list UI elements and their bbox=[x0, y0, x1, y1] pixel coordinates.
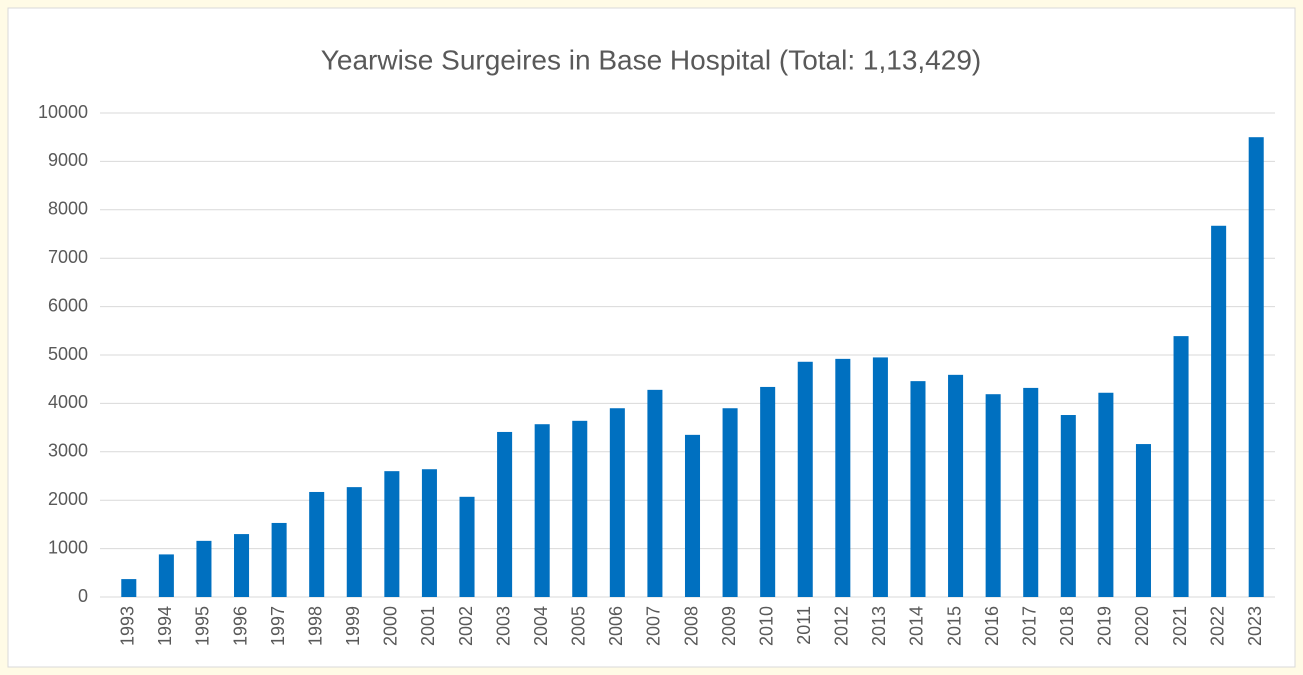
x-tick-label: 2021 bbox=[1170, 606, 1190, 646]
x-tick-label: 2009 bbox=[719, 606, 739, 646]
x-tick-label: 2017 bbox=[1019, 606, 1039, 646]
bar bbox=[1098, 392, 1114, 597]
bar bbox=[609, 408, 625, 597]
bar bbox=[534, 424, 550, 597]
y-tick-label: 4000 bbox=[48, 392, 88, 412]
bar bbox=[497, 431, 513, 597]
bar bbox=[647, 389, 663, 597]
x-tick-label: 2006 bbox=[606, 606, 626, 646]
bar bbox=[346, 487, 362, 597]
bar bbox=[1023, 387, 1039, 597]
x-tick-label: 1999 bbox=[343, 606, 363, 646]
x-tick-label: 2010 bbox=[756, 606, 776, 646]
x-tick-label: 1998 bbox=[305, 606, 325, 646]
y-tick-label: 8000 bbox=[48, 199, 88, 219]
x-tick-label: 2003 bbox=[493, 606, 513, 646]
y-tick-label: 1000 bbox=[48, 537, 88, 557]
bar bbox=[121, 579, 137, 597]
x-tick-label: 2019 bbox=[1095, 606, 1115, 646]
x-tick-label: 2022 bbox=[1207, 606, 1227, 646]
y-tick-label: 2000 bbox=[48, 489, 88, 509]
x-tick-label: 2005 bbox=[569, 606, 589, 646]
bar bbox=[835, 358, 851, 597]
bar bbox=[421, 469, 437, 597]
bar bbox=[158, 554, 174, 597]
x-tick-label: 1997 bbox=[268, 606, 288, 646]
x-tick-label: 1993 bbox=[118, 606, 138, 646]
x-tick-label: 2000 bbox=[381, 606, 401, 646]
x-tick-label: 2016 bbox=[982, 606, 1002, 646]
x-tick-label: 2023 bbox=[1245, 606, 1265, 646]
x-tick-label: 2002 bbox=[456, 606, 476, 646]
x-tick-label: 2012 bbox=[832, 606, 852, 646]
bar bbox=[384, 471, 400, 597]
bar bbox=[872, 357, 888, 597]
x-tick-label: 2020 bbox=[1132, 606, 1152, 646]
bar bbox=[309, 491, 325, 597]
bar bbox=[760, 386, 776, 597]
x-tick-label: 1996 bbox=[230, 606, 250, 646]
bar bbox=[985, 394, 1001, 597]
bar bbox=[797, 361, 813, 597]
bar bbox=[1135, 444, 1151, 597]
x-tick-label: 2014 bbox=[907, 606, 927, 646]
y-tick-label: 6000 bbox=[48, 295, 88, 315]
bar bbox=[910, 381, 926, 597]
chart-title: Yearwise Surgeires in Base Hospital (Tot… bbox=[321, 44, 981, 75]
x-tick-label: 2001 bbox=[418, 606, 438, 646]
x-tick-label: 1994 bbox=[155, 606, 175, 646]
y-tick-label: 5000 bbox=[48, 344, 88, 364]
bar bbox=[1211, 225, 1227, 597]
y-tick-label: 9000 bbox=[48, 150, 88, 170]
bar bbox=[196, 540, 212, 597]
bar bbox=[572, 420, 588, 597]
x-tick-label: 1995 bbox=[193, 606, 213, 646]
bar bbox=[722, 408, 738, 597]
bar bbox=[459, 496, 475, 597]
x-tick-label: 2007 bbox=[644, 606, 664, 646]
y-tick-label: 3000 bbox=[48, 441, 88, 461]
bar bbox=[684, 434, 701, 597]
x-tick-label: 2013 bbox=[869, 606, 889, 646]
x-tick-label: 2018 bbox=[1057, 606, 1077, 646]
bar bbox=[271, 522, 287, 597]
x-tick-label: 2015 bbox=[944, 606, 964, 646]
y-tick-label: 7000 bbox=[48, 247, 88, 267]
x-tick-label: 2008 bbox=[681, 606, 701, 646]
x-tick-label: 2004 bbox=[531, 606, 551, 646]
x-tick-label: 2011 bbox=[794, 606, 814, 645]
bar bbox=[234, 534, 250, 597]
bar bbox=[1248, 137, 1264, 597]
y-tick-label: 10000 bbox=[38, 102, 88, 122]
bar bbox=[1173, 336, 1189, 597]
y-tick-label: 0 bbox=[78, 586, 88, 606]
bar bbox=[1060, 415, 1076, 597]
bar bbox=[948, 374, 964, 597]
